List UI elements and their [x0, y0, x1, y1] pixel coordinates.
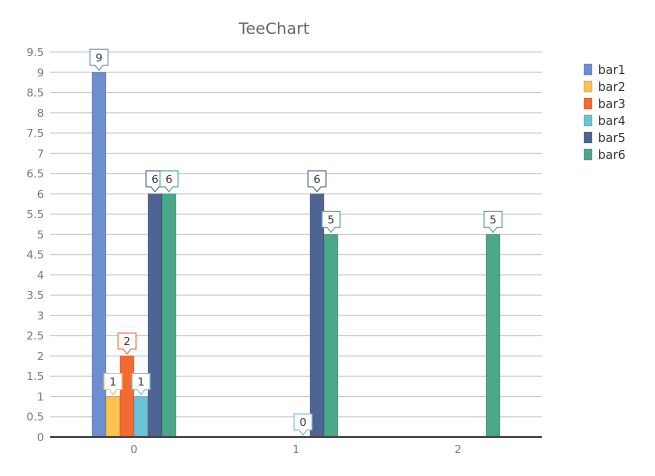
data-label-text: 1: [110, 375, 117, 388]
x-axis-ticks: 0 1 2: [131, 443, 462, 456]
legend-item-bar6[interactable]: bar6: [583, 148, 626, 162]
x-tick-label: 2: [455, 443, 462, 456]
data-label-text: 0: [300, 416, 307, 429]
data-label-box: [159, 170, 179, 193]
data-label-bar4-cat-1: 0: [293, 413, 313, 436]
legend-item-bar1[interactable]: bar1: [583, 63, 626, 77]
y-tick-label: 4: [37, 269, 44, 282]
y-tick-label: 2: [37, 350, 44, 363]
data-label-box: [89, 48, 109, 72]
data-label-box: [103, 372, 123, 396]
data-label-box: [293, 413, 313, 436]
data-label-bar3-cat-0: 2: [117, 332, 137, 355]
legend-swatch: [583, 80, 593, 93]
bar-bar5-cat-0: [147, 193, 163, 438]
y-tick-label: 0: [37, 431, 44, 444]
y-tick-label: 1.5: [27, 370, 45, 383]
data-label-text: 6: [314, 173, 321, 186]
data-label-bar6-cat-0: 6: [159, 170, 179, 193]
data-label-bar6-cat-2: 5: [483, 210, 503, 234]
bar-bar6-cat-2: [485, 234, 501, 438]
y-tick-label: 3: [37, 309, 44, 322]
legend-swatch: [583, 63, 593, 76]
legend-swatch: [583, 114, 593, 127]
y-tick-label: 9.5: [27, 46, 45, 59]
legend-label: bar6: [598, 148, 626, 162]
data-label-text: 2: [124, 335, 131, 348]
y-tick-label: 6.5: [27, 168, 45, 181]
legend[interactable]: bar1 bar2 bar3 bar4 bar5 bar6: [583, 63, 626, 162]
data-label-text: 6: [152, 173, 159, 186]
data-label-box: [483, 210, 503, 234]
legend-label: bar3: [598, 97, 626, 111]
y-tick-label: 1: [37, 390, 44, 403]
x-tick-label: 1: [293, 443, 300, 456]
legend-label: bar1: [598, 63, 626, 77]
data-label-text: 5: [490, 213, 497, 226]
y-tick-label: 3.5: [27, 289, 45, 302]
legend-item-bar4[interactable]: bar4: [583, 114, 626, 128]
data-label-text: 6: [166, 173, 173, 186]
legend-swatch: [583, 97, 593, 110]
bar-bar2-cat-0: [105, 396, 121, 438]
data-label-text: 9: [96, 51, 103, 64]
data-label-bar2-cat-0: 1: [103, 372, 123, 396]
data-label-text: 1: [138, 375, 145, 388]
bar-bar6-cat-1: [323, 234, 339, 438]
y-tick-label: 5: [37, 228, 44, 241]
bar-bar5-cat-1: [309, 193, 325, 438]
data-label-box: [307, 170, 327, 193]
y-tick-label: 4.5: [27, 249, 45, 262]
legend-label: bar5: [598, 131, 626, 145]
y-tick-label: 5.5: [27, 208, 45, 221]
legend-label: bar2: [598, 80, 626, 94]
data-label-bar5-cat-1: 6: [307, 170, 327, 193]
y-tick-label: 7.5: [27, 127, 45, 140]
legend-swatch: [583, 148, 593, 161]
legend-item-bar5[interactable]: bar5: [583, 131, 626, 145]
bar-bar6-cat-0: [161, 193, 177, 438]
legend-item-bar3[interactable]: bar3: [583, 97, 626, 111]
bar-bar3-cat-0: [119, 355, 135, 438]
y-tick-label: 2.5: [27, 330, 45, 343]
chart-title: TeeChart: [238, 19, 310, 38]
y-tick-label: 0.5: [27, 411, 45, 424]
y-axis-ticks: 0 0.5 1 1.5 2 2.5 3 3.5 4 4.5 5 5.5 6 6.5 7 7.5 8 8.5 9 9.5: [27, 46, 45, 444]
data-label-box: [117, 332, 137, 355]
y-tick-label: 6: [37, 188, 44, 201]
x-tick-label: 0: [131, 443, 138, 456]
data-label-bar1-cat-0: 9: [89, 48, 109, 72]
legend-label: bar4: [598, 114, 626, 128]
bar-bar4-cat-0: [133, 396, 149, 438]
y-tick-label: 8.5: [27, 87, 45, 100]
data-label-box: [321, 210, 341, 234]
y-tick-label: 8: [37, 107, 44, 120]
data-label-box: [131, 372, 151, 396]
data-label-text: 5: [328, 213, 335, 226]
data-label-bar4-cat-0: 1: [131, 372, 151, 396]
data-label-bar6-cat-1: 5: [321, 210, 341, 234]
legend-item-bar2[interactable]: bar2: [583, 80, 626, 94]
y-tick-label: 7: [37, 147, 44, 160]
y-tick-label: 9: [37, 66, 44, 79]
legend-swatch: [583, 131, 593, 144]
